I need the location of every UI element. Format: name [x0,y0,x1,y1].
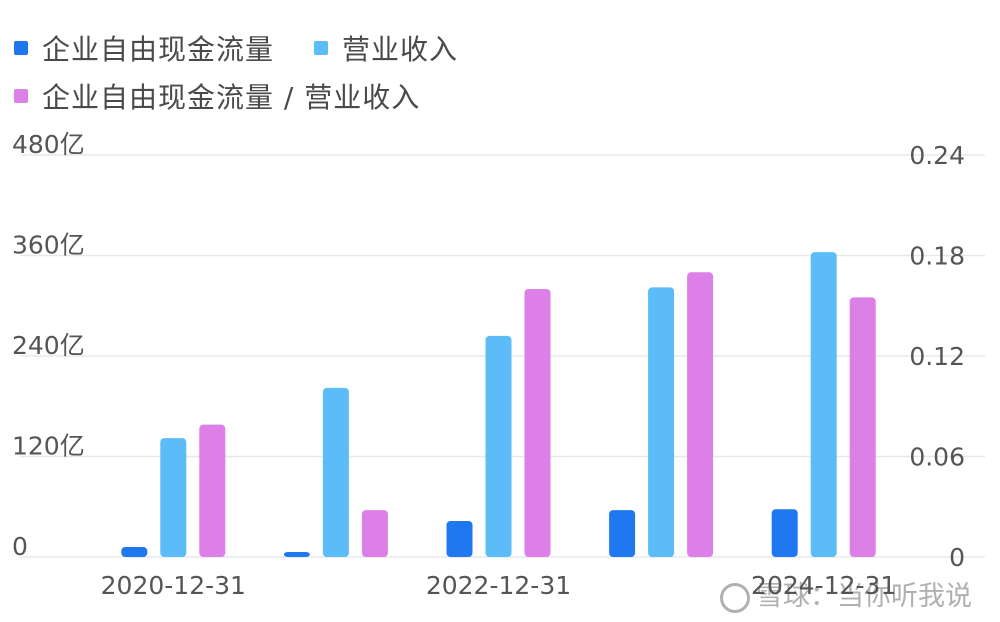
bar-revenue [648,287,675,557]
legend-swatch-ratio [14,89,28,103]
legend-label-fcf: 企业自由现金流量 [42,33,275,66]
y-left-tick-label: 240亿 [12,331,85,360]
bar-fcf [446,520,473,557]
bar-fcf [283,551,310,557]
bar-revenue [322,387,349,557]
y-right-tick-label: 0.12 [909,342,965,371]
x-tick-label: 2024-12-31 [751,571,896,600]
bar-fcf [609,510,636,557]
legend-row-2: 企业自由现金流量 / 营业收入 [14,72,614,120]
legend-row-1: 企业自由现金流量 营业收入 [14,24,614,72]
bar-ratio [524,289,551,557]
y-left-tick-label: 360亿 [12,231,85,260]
legend-item-revenue[interactable]: 营业收入 [314,28,458,68]
y-left-tick-label: 120亿 [12,432,85,461]
bar-ratio [199,424,226,557]
bar-revenue [485,335,512,557]
legend-label-revenue: 营业收入 [342,33,459,66]
bar-ratio [849,297,876,557]
bar-revenue [810,252,837,557]
y-left-tick-label: 0 [12,532,28,561]
legend-label-ratio: 企业自由现金流量 / 营业收入 [42,81,421,114]
y-right-tick-label: 0.24 [909,141,965,170]
y-right-tick-label: 0 [949,543,965,572]
x-tick-label: 2020-12-31 [101,571,246,600]
y-right-tick-label: 0.18 [909,242,965,271]
bar-fcf [771,509,798,557]
chart-legend: 企业自由现金流量 营业收入 企业自由现金流量 / 营业收入 [14,24,614,120]
bar-revenue [160,438,187,557]
bar-ratio [687,272,714,557]
watermark-text: 雪球：当你听我说 [756,581,972,612]
watermark: 雪球：当你听我说 [720,574,972,613]
y-right-tick-label: 0.06 [909,443,965,472]
bar-ratio [361,510,388,557]
bar-fcf [121,546,148,557]
legend-item-ratio[interactable]: 企业自由现金流量 / 营业收入 [14,76,420,116]
legend-swatch-revenue [314,41,329,55]
xueqiu-logo-icon [720,582,750,613]
legend-item-fcf[interactable]: 企业自由现金流量 [14,28,274,68]
legend-swatch-fcf [14,41,28,55]
x-tick-label: 2022-12-31 [426,571,571,600]
y-left-tick-label: 480亿 [12,130,85,159]
